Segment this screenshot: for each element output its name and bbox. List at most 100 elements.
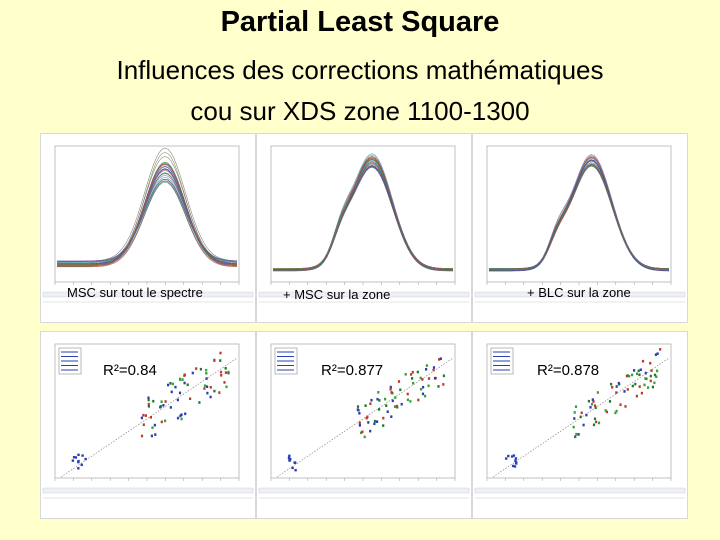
regression-point-1-46 bbox=[427, 384, 430, 388]
regression-point-0-27 bbox=[167, 383, 170, 387]
regression-point-low-0-9 bbox=[81, 454, 84, 457]
regression-point-1-64 bbox=[406, 398, 409, 402]
regression-point-2-39 bbox=[592, 400, 595, 403]
regression-point-low-2-5 bbox=[512, 454, 516, 457]
regression-point-low-0-7 bbox=[77, 459, 80, 463]
regression-point-2-52 bbox=[573, 417, 576, 420]
regression-point-0-66 bbox=[209, 386, 212, 389]
regression-point-1-25 bbox=[364, 404, 367, 407]
regression-point-1-58 bbox=[391, 399, 394, 403]
regression-point-2-14 bbox=[631, 384, 634, 388]
spectra-caption-1: MSC sur tout le spectre bbox=[67, 285, 203, 300]
regression-point-2-30 bbox=[617, 381, 620, 385]
regression-point-1-1 bbox=[421, 378, 424, 381]
regression-point-1-11 bbox=[404, 373, 407, 376]
regression-point-2-9 bbox=[597, 421, 601, 425]
regression-point-2-62 bbox=[638, 385, 641, 388]
regression-point-0-0 bbox=[164, 419, 167, 423]
regression-point-0-12 bbox=[198, 401, 201, 404]
r2-label-3: R²=0.878 bbox=[537, 362, 600, 379]
spectrum-curve-0-18 bbox=[57, 165, 238, 266]
regression-point-1-5 bbox=[376, 420, 379, 423]
regression-point-2-7 bbox=[587, 399, 590, 403]
regression-point-low-0-6 bbox=[77, 467, 80, 470]
regression-point-2-0 bbox=[634, 382, 637, 386]
regression-point-0-2 bbox=[206, 385, 209, 388]
regression-point-2-41 bbox=[638, 373, 641, 377]
regression-point-0-21 bbox=[149, 416, 152, 419]
regression-panel-1: R²=0.84 bbox=[40, 331, 256, 519]
regression-point-0-68 bbox=[224, 371, 227, 374]
regression-point-1-45 bbox=[427, 377, 431, 380]
spectrum-curve-0-4 bbox=[57, 163, 238, 265]
regression-point-low-2-3 bbox=[511, 464, 515, 468]
regression-point-low-0-8 bbox=[74, 456, 78, 459]
regression-point-2-42 bbox=[595, 420, 598, 424]
regression-point-0-32 bbox=[180, 417, 183, 421]
spectrum-curve-1-0 bbox=[273, 165, 453, 271]
regression-point-1-12 bbox=[393, 405, 397, 408]
spectrum-curve-1-14 bbox=[273, 167, 454, 271]
regression-point-1-60 bbox=[378, 408, 381, 411]
regression-point-low-1-0 bbox=[287, 456, 291, 460]
regression-point-2-56 bbox=[619, 403, 622, 406]
regression-point-0-42 bbox=[199, 367, 202, 371]
regression-plot-2 bbox=[258, 343, 470, 499]
regression-point-2-69 bbox=[579, 415, 582, 419]
regression-point-2-51 bbox=[591, 398, 594, 401]
regression-point-2-21 bbox=[582, 423, 585, 427]
spectrum-curve-1-22 bbox=[273, 159, 454, 271]
regression-point-2-6 bbox=[575, 432, 578, 436]
spectrum-curve-0-0 bbox=[57, 166, 238, 264]
regression-point-0-46 bbox=[160, 420, 163, 424]
regression-point-0-28 bbox=[178, 391, 182, 395]
regression-point-2-10 bbox=[580, 411, 583, 415]
regression-plot-1 bbox=[42, 343, 254, 499]
regression-point-2-65 bbox=[656, 352, 659, 355]
spectra-plot-2 bbox=[258, 145, 470, 303]
regression-point-2-19 bbox=[636, 372, 639, 376]
regression-point-low-2-8 bbox=[510, 455, 514, 458]
regression-point-low-2-6 bbox=[514, 461, 518, 464]
regression-point-1-14 bbox=[438, 358, 441, 361]
regression-point-0-6 bbox=[140, 416, 143, 420]
regression-toolbar-0 bbox=[42, 487, 254, 494]
regression-point-2-11 bbox=[626, 388, 629, 391]
regression-point-2-31 bbox=[654, 353, 657, 356]
regression-point-0-31 bbox=[184, 412, 187, 416]
regression-point-1-47 bbox=[422, 385, 425, 389]
regression-point-2-67 bbox=[623, 390, 626, 393]
regression-point-0-41 bbox=[227, 371, 230, 375]
regression-point-1-29 bbox=[358, 412, 361, 415]
regression-point-0-50 bbox=[147, 402, 150, 406]
regression-point-2-54 bbox=[631, 373, 634, 377]
slide-title: Partial Least Square bbox=[220, 6, 500, 38]
regression-point-0-44 bbox=[224, 367, 227, 370]
spectra-axes-2 bbox=[486, 145, 672, 283]
regression-point-1-22 bbox=[411, 377, 414, 380]
regression-point-0-51 bbox=[162, 404, 165, 407]
regression-point-1-27 bbox=[356, 405, 360, 408]
regression-point-0-67 bbox=[191, 371, 194, 375]
regression-point-2-28 bbox=[608, 400, 612, 403]
regression-point-2-37 bbox=[653, 381, 656, 385]
spectrum-curve-0-23 bbox=[57, 169, 238, 266]
spectrum-curve-0-10 bbox=[57, 180, 238, 268]
regression-point-0-9 bbox=[181, 378, 184, 381]
spectra-panel-2: + MSC sur la zone bbox=[256, 133, 472, 323]
regression-point-2-36 bbox=[610, 382, 613, 386]
regression-point-0-56 bbox=[151, 426, 154, 429]
regression-point-0-29 bbox=[219, 370, 223, 374]
spectrum-curve-0-15 bbox=[57, 161, 238, 266]
regression-point-1-68 bbox=[442, 383, 445, 386]
regression-point-1-18 bbox=[406, 392, 409, 396]
regression-point-0-69 bbox=[169, 406, 172, 409]
regression-point-0-39 bbox=[179, 414, 182, 418]
regression-point-1-57 bbox=[409, 400, 412, 403]
regression-point-low-2-2 bbox=[504, 457, 508, 460]
regression-point-2-66 bbox=[637, 369, 640, 373]
regression-point-0-5 bbox=[205, 368, 208, 372]
regression-point-2-58 bbox=[656, 369, 659, 373]
regression-point-2-49 bbox=[628, 374, 631, 378]
regression-point-1-2 bbox=[425, 368, 428, 371]
